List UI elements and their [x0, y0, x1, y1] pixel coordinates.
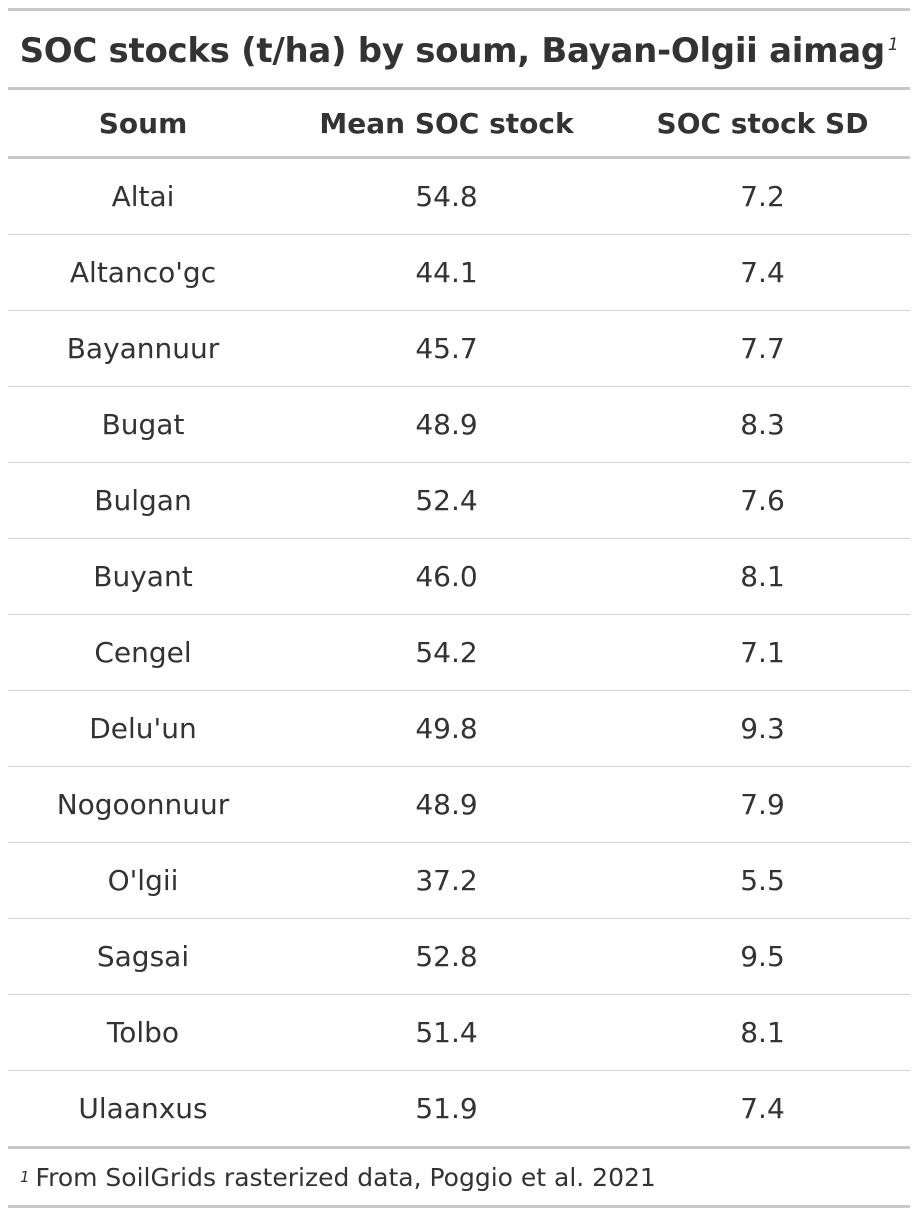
- table-row: Ulaanxus 51.9 7.4: [8, 1071, 910, 1146]
- cell-soum: O'lgii: [107, 864, 179, 897]
- cell-soc-sd: 9.3: [740, 712, 785, 745]
- table-row: Cengel 54.2 7.1: [8, 615, 910, 691]
- table-row: Altai 54.8 7.2: [8, 159, 910, 235]
- column-header-mean-soc: Mean SOC stock: [319, 106, 574, 140]
- table-title-text: SOC stocks (t/ha) by soum, Bayan-Olgii a…: [19, 31, 886, 71]
- cell-soum: Tolbo: [106, 1016, 180, 1049]
- table-row: Bayannuur 45.7 7.7: [8, 311, 910, 387]
- cell-soum: Altai: [111, 180, 175, 213]
- cell-soc-sd: 7.4: [740, 1092, 785, 1125]
- cell-soum: Bulgan: [94, 484, 192, 517]
- footnote-mark: 1: [20, 1168, 30, 1186]
- table-row: Bugat 48.9 8.3: [8, 387, 910, 463]
- table-row: Sagsai 52.8 9.5: [8, 919, 910, 995]
- table-row: O'lgii 37.2 5.5: [8, 843, 910, 919]
- title-rule: [8, 87, 910, 90]
- soc-table: SOC stocks (t/ha) by soum, Bayan-Olgii a…: [8, 8, 910, 1208]
- cell-soum: Altanco'gc: [69, 256, 217, 289]
- cell-soum: Bugat: [101, 408, 185, 441]
- cell-soum: Ulaanxus: [78, 1092, 208, 1125]
- cell-mean-soc: 48.9: [415, 788, 478, 821]
- cell-soc-sd: 7.9: [740, 788, 785, 821]
- cell-soum: Buyant: [93, 560, 193, 593]
- table-body: Altai 54.8 7.2 Altanco'gc 44.1 7.4 Bayannuur 45…: [8, 159, 910, 1146]
- cell-mean-soc: 52.8: [415, 940, 478, 973]
- table-footnote: 1 From SoilGrids rasterized data, Poggio…: [8, 1149, 910, 1205]
- cell-soum: Delu'un: [89, 712, 197, 745]
- cell-soum: Bayannuur: [66, 332, 220, 365]
- footnote-text: From SoilGrids rasterized data, Poggio e…: [35, 1162, 656, 1192]
- cell-soc-sd: 7.1: [740, 636, 785, 669]
- table-row: Delu'un 49.8 9.3: [8, 691, 910, 767]
- cell-mean-soc: 52.4: [415, 484, 478, 517]
- cell-mean-soc: 51.9: [415, 1092, 478, 1125]
- table-title: SOC stocks (t/ha) by soum, Bayan-Olgii a…: [20, 31, 899, 71]
- cell-mean-soc: 46.0: [415, 560, 478, 593]
- body-bottom-rule: [8, 1146, 910, 1149]
- table-header-row: Soum Mean SOC stock SOC stock SD: [8, 90, 910, 156]
- cell-soc-sd: 7.2: [740, 180, 785, 213]
- title-footnote-mark: 1: [887, 34, 899, 55]
- column-header-soc-sd: SOC stock SD: [656, 106, 869, 140]
- cell-soc-sd: 7.7: [740, 332, 785, 365]
- table-row: Tolbo 51.4 8.1: [8, 995, 910, 1071]
- header-rule: [8, 156, 910, 159]
- cell-soc-sd: 5.5: [740, 864, 785, 897]
- table-row: Nogoonnuur 48.9 7.9: [8, 767, 910, 843]
- cell-soum: Cengel: [94, 636, 192, 669]
- top-rule: [8, 8, 910, 11]
- cell-mean-soc: 37.2: [415, 864, 478, 897]
- cell-mean-soc: 51.4: [415, 1016, 478, 1049]
- bottom-rule: [8, 1205, 910, 1208]
- cell-soc-sd: 7.4: [740, 256, 785, 289]
- cell-soc-sd: 9.5: [740, 940, 785, 973]
- cell-soum: Nogoonnuur: [56, 788, 230, 821]
- cell-mean-soc: 44.1: [415, 256, 478, 289]
- table-row: Bulgan 52.4 7.6: [8, 463, 910, 539]
- cell-mean-soc: 54.8: [415, 180, 478, 213]
- table-row: Buyant 46.0 8.1: [8, 539, 910, 615]
- cell-soc-sd: 7.6: [740, 484, 785, 517]
- cell-soc-sd: 8.3: [740, 408, 785, 441]
- cell-soum: Sagsai: [96, 940, 190, 973]
- cell-soc-sd: 8.1: [740, 560, 785, 593]
- cell-mean-soc: 49.8: [415, 712, 478, 745]
- table-title-row: SOC stocks (t/ha) by soum, Bayan-Olgii a…: [8, 11, 910, 87]
- cell-mean-soc: 54.2: [415, 636, 478, 669]
- cell-mean-soc: 45.7: [415, 332, 478, 365]
- column-header-soum: Soum: [98, 106, 188, 140]
- cell-mean-soc: 48.9: [415, 408, 478, 441]
- cell-soc-sd: 8.1: [740, 1016, 785, 1049]
- table-row: Altanco'gc 44.1 7.4: [8, 235, 910, 311]
